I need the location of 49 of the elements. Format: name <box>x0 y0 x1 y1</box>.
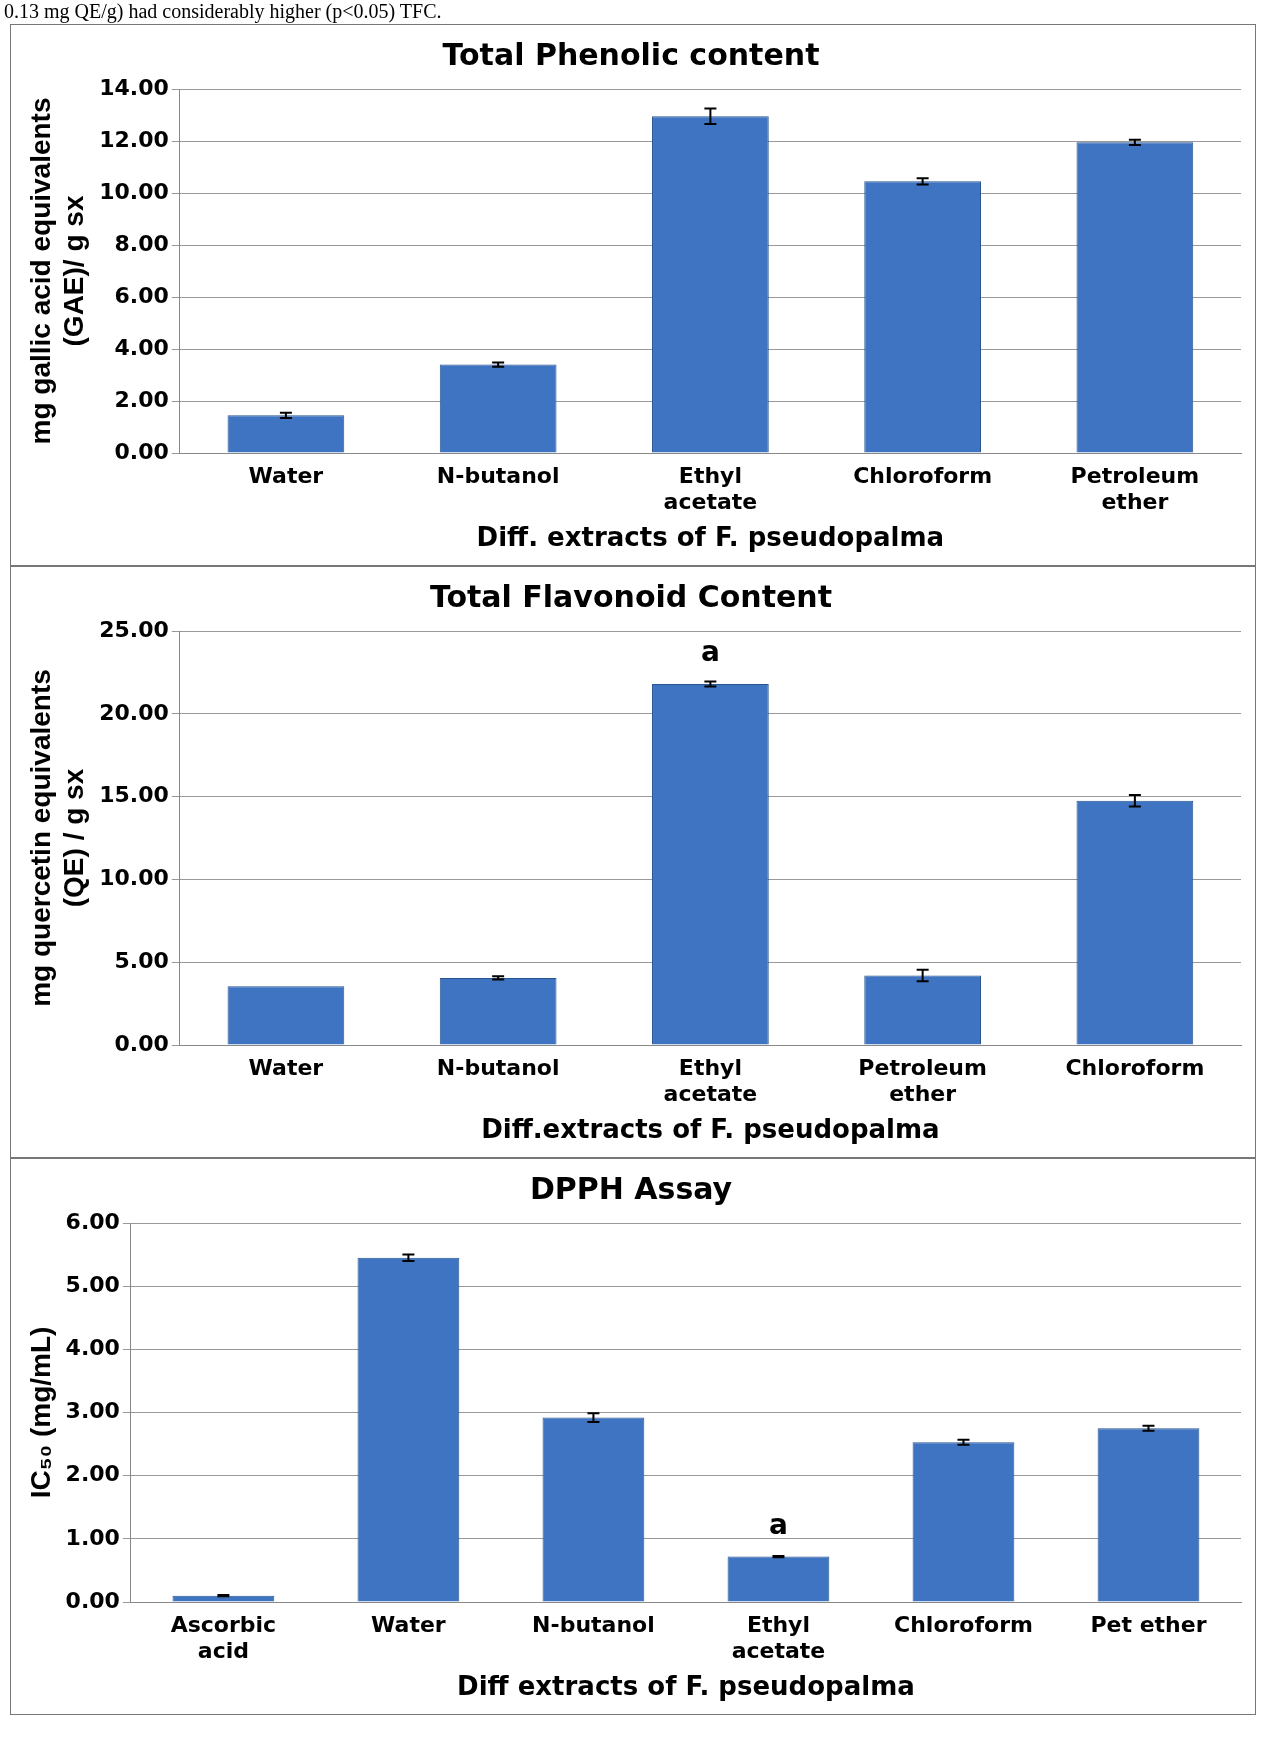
x-tick-label: Ethyl acetate <box>731 1611 826 1664</box>
chart-title: Total Phenolic content <box>442 36 820 72</box>
y-tick-label: 0.00 <box>114 1030 169 1056</box>
x-axis-title: Diff extracts of F. pseudopalma <box>457 1671 915 1702</box>
y-tick-label: 6.00 <box>65 1208 120 1234</box>
y-axis-title: IC₅₀ (mg/mL) <box>24 1326 56 1499</box>
y-tick-label: 10.00 <box>99 178 169 204</box>
chart-title: DPPH Assay <box>529 1170 733 1206</box>
x-tick-label: Ethyl acetate <box>663 1054 758 1107</box>
x-tick-label: Water <box>248 462 324 488</box>
y-tick-label: 14.00 <box>99 74 169 100</box>
y-tick-label: 20.00 <box>99 699 169 725</box>
y-tick-label: 3.00 <box>65 1398 120 1424</box>
y-tick-label: 0.00 <box>65 1587 120 1613</box>
y-tick-label: 25.00 <box>99 616 169 642</box>
y-tick-label: 2.00 <box>65 1461 120 1487</box>
text: 0.13 mg QE/g) had considerably higher (p<0.05) TFC. <box>3 0 443 24</box>
x-tick-label: N-butanol <box>436 462 560 488</box>
y-tick-label: 15.00 <box>99 782 169 808</box>
x-tick-label: N-butanol <box>436 1054 560 1080</box>
y-tick-label: 0.00 <box>114 438 169 464</box>
x-axis-title: Diff.extracts of F. pseudopalma <box>481 1114 940 1145</box>
x-tick-label: Petroleum ether <box>858 1054 987 1107</box>
x-tick-label: Petroleum ether <box>1070 462 1200 515</box>
x-tick-label: Chloroform <box>853 462 993 488</box>
y-tick-label: 8.00 <box>114 230 169 256</box>
x-tick-label: Chloroform <box>894 1611 1033 1637</box>
y-tick-label: 6.00 <box>114 282 169 308</box>
y-tick-label: 4.00 <box>114 334 169 360</box>
chart-title: Total Flavonoid Content <box>429 578 833 614</box>
y-tick-label: 12.00 <box>99 126 169 152</box>
annotation: a <box>700 635 720 669</box>
x-tick-label: Ethyl acetate <box>663 462 758 515</box>
y-tick-label: 5.00 <box>114 947 169 973</box>
x-tick-label: Ascorbic acid <box>170 1611 277 1664</box>
x-tick-label: Water <box>248 1054 324 1080</box>
y-tick-label: 10.00 <box>99 865 169 891</box>
y-tick-label: 1.00 <box>65 1524 120 1550</box>
y-axis-title: mg quercetin equivalents (QE) / g sx <box>24 669 90 1007</box>
y-tick-label: 5.00 <box>65 1271 120 1297</box>
x-tick-label: Pet ether <box>1090 1611 1207 1637</box>
y-tick-label: 2.00 <box>114 386 169 412</box>
annotation: a <box>769 1507 788 1541</box>
y-tick-label: 4.00 <box>65 1335 120 1361</box>
x-tick-label: N-butanol <box>532 1611 655 1637</box>
y-axis-title: mg gallic acid equivalents (GAE)/ g sx <box>24 97 90 445</box>
x-axis-title: Diff. extracts of F. pseudopalma <box>476 522 945 553</box>
x-tick-label: Water <box>371 1611 446 1637</box>
x-tick-label: Chloroform <box>1065 1054 1205 1080</box>
